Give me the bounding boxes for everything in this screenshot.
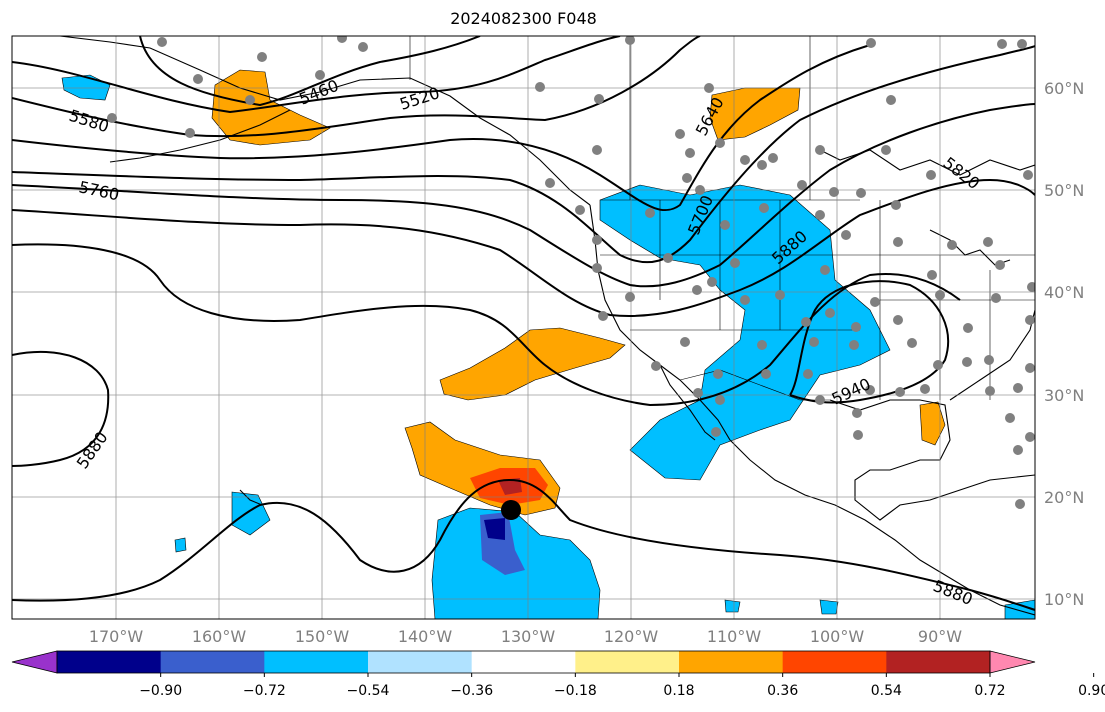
colorbar-tick-label: −0.72 [243, 683, 286, 699]
lon-tick-label: 160°W [192, 627, 247, 646]
colorbar-tick-label: 0.54 [871, 683, 902, 699]
contour-5580 [12, 36, 701, 138]
colorbar-segment [679, 651, 784, 673]
longitude-axis: 170°W 160°W 150°W 140°W 130°W 120°W 110°… [89, 627, 962, 646]
coastline-hawaii [239, 489, 263, 506]
height-contours [12, 36, 1035, 611]
negative-peak [484, 518, 505, 540]
colorbar-segment [57, 651, 162, 673]
latitude-axis: 60°N 50°N 40°N 30°N 20°N 10°N [1044, 79, 1084, 609]
colorbar-tick-label: −0.54 [347, 683, 390, 699]
colorbar-tick-label: −0.90 [139, 683, 182, 699]
lat-tick-label: 20°N [1044, 488, 1084, 507]
coastline-alaska [59, 36, 591, 206]
contour-5460 [139, 36, 481, 107]
contour-5760 [12, 103, 1035, 288]
positive-peak [498, 478, 522, 495]
lon-tick-label: 90°W [918, 627, 962, 646]
colorbar-extend-min [11, 650, 58, 674]
colorbar-tick-label: −0.36 [450, 683, 493, 699]
colorbar-segment [575, 651, 680, 673]
contour-5940 [789, 280, 950, 404]
colorbar: −0.90 −0.72 −0.54 −0.36 −0.18 0.18 0.36 0.54 0.7… [11, 650, 1105, 699]
coastline-canada-north [819, 149, 1035, 176]
lon-tick-label: 150°W [295, 627, 350, 646]
positive-region-pacific [439, 327, 626, 401]
colorbar-tick-label: 0.18 [663, 683, 694, 699]
colorbar-segment [368, 651, 473, 673]
map-frame [11, 35, 1036, 620]
lat-tick-label: 40°N [1044, 283, 1084, 302]
coastline-baja [659, 364, 716, 441]
lon-tick-label: 100°W [810, 627, 865, 646]
lon-tick-label: 130°W [501, 627, 556, 646]
colorbar-extend-max [989, 650, 1036, 674]
storm-center-marker [501, 500, 521, 520]
lat-tick-label: 60°N [1044, 79, 1084, 98]
lon-tick-label: 170°W [89, 627, 144, 646]
lat-tick-label: 30°N [1044, 386, 1084, 405]
colorbar-tick-label: 0.90 [1078, 683, 1105, 699]
contour-5640 [12, 44, 871, 212]
map-area: 5460 5520 5580 5640 5700 5760 5820 5880 … [12, 36, 1035, 619]
coastline-alaska-peninsula [109, 109, 291, 163]
contour-5880b [12, 351, 110, 467]
colorbar-segment [471, 651, 576, 673]
lon-tick-label: 140°W [398, 627, 453, 646]
colorbar-segment [160, 651, 265, 673]
negative-region-hawaii [231, 491, 271, 536]
colorbar-segment [782, 651, 887, 673]
contour-5880a [12, 243, 961, 407]
lat-tick-label: 50°N [1044, 181, 1084, 200]
coastline-gulf [829, 399, 1035, 521]
station-markers [107, 36, 1035, 509]
contour-5520 [12, 36, 621, 114]
colorbar-tick-label: −0.18 [554, 683, 597, 699]
contour-5700 [12, 45, 1035, 264]
colorbar-tick-label: 0.72 [974, 683, 1005, 699]
colorbar-segment [886, 651, 991, 673]
lon-tick-label: 120°W [604, 627, 659, 646]
colorbar-segment [264, 651, 369, 673]
colorbar-frame [56, 650, 991, 674]
lon-tick-label: 110°W [707, 627, 762, 646]
negative-region-east-pacific [1004, 599, 1035, 619]
contour-5820 [12, 178, 1035, 317]
chart-title: 2024082300 F048 [450, 9, 597, 28]
colorbar-tick-label: 0.36 [767, 683, 798, 699]
contour-5880c [12, 478, 1035, 611]
lat-tick-label: 10°N [1044, 590, 1084, 609]
